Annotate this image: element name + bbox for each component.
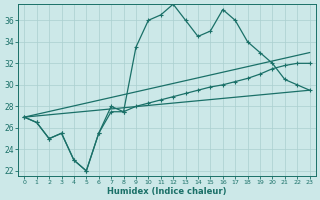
X-axis label: Humidex (Indice chaleur): Humidex (Indice chaleur) — [107, 187, 227, 196]
